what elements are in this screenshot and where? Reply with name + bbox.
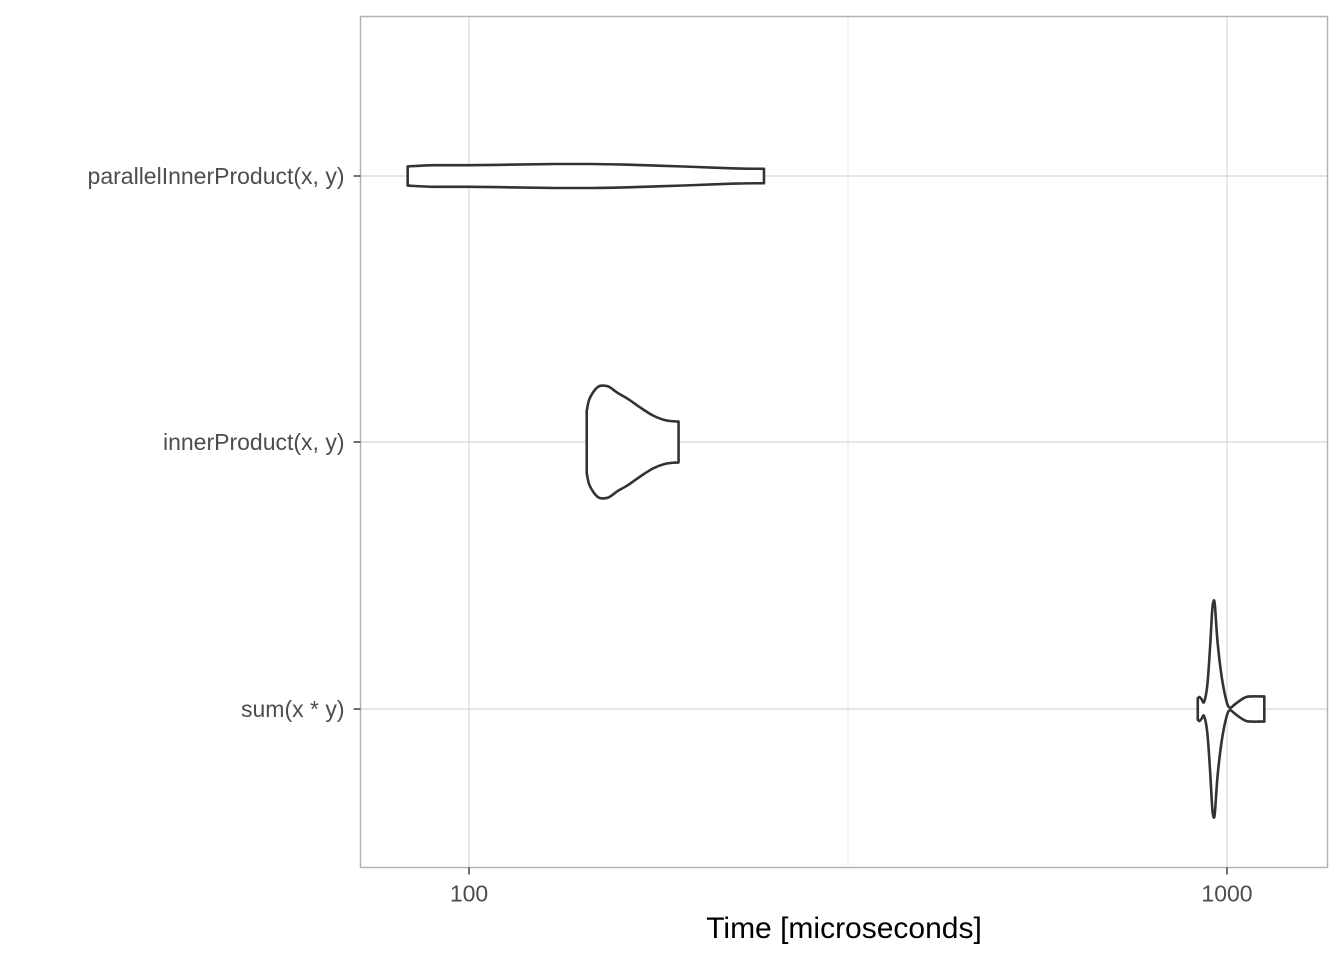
- violin-0: [406, 162, 766, 190]
- y-tick-label: sum(x * y): [241, 696, 345, 722]
- axes: 100 1000 parallelInnerProduct(x, y) innerPr…: [88, 163, 1253, 907]
- y-tick-label: innerProduct(x, y): [163, 429, 345, 455]
- violins: [406, 162, 1266, 819]
- x-tick-label: 1000: [1201, 881, 1252, 907]
- y-tick-label: parallelInnerProduct(x, y): [88, 163, 345, 189]
- x-axis-title: Time [microseconds]: [706, 912, 982, 945]
- violin-1: [585, 384, 680, 500]
- violin-2: [1196, 599, 1266, 819]
- x-tick-label: 100: [450, 881, 488, 907]
